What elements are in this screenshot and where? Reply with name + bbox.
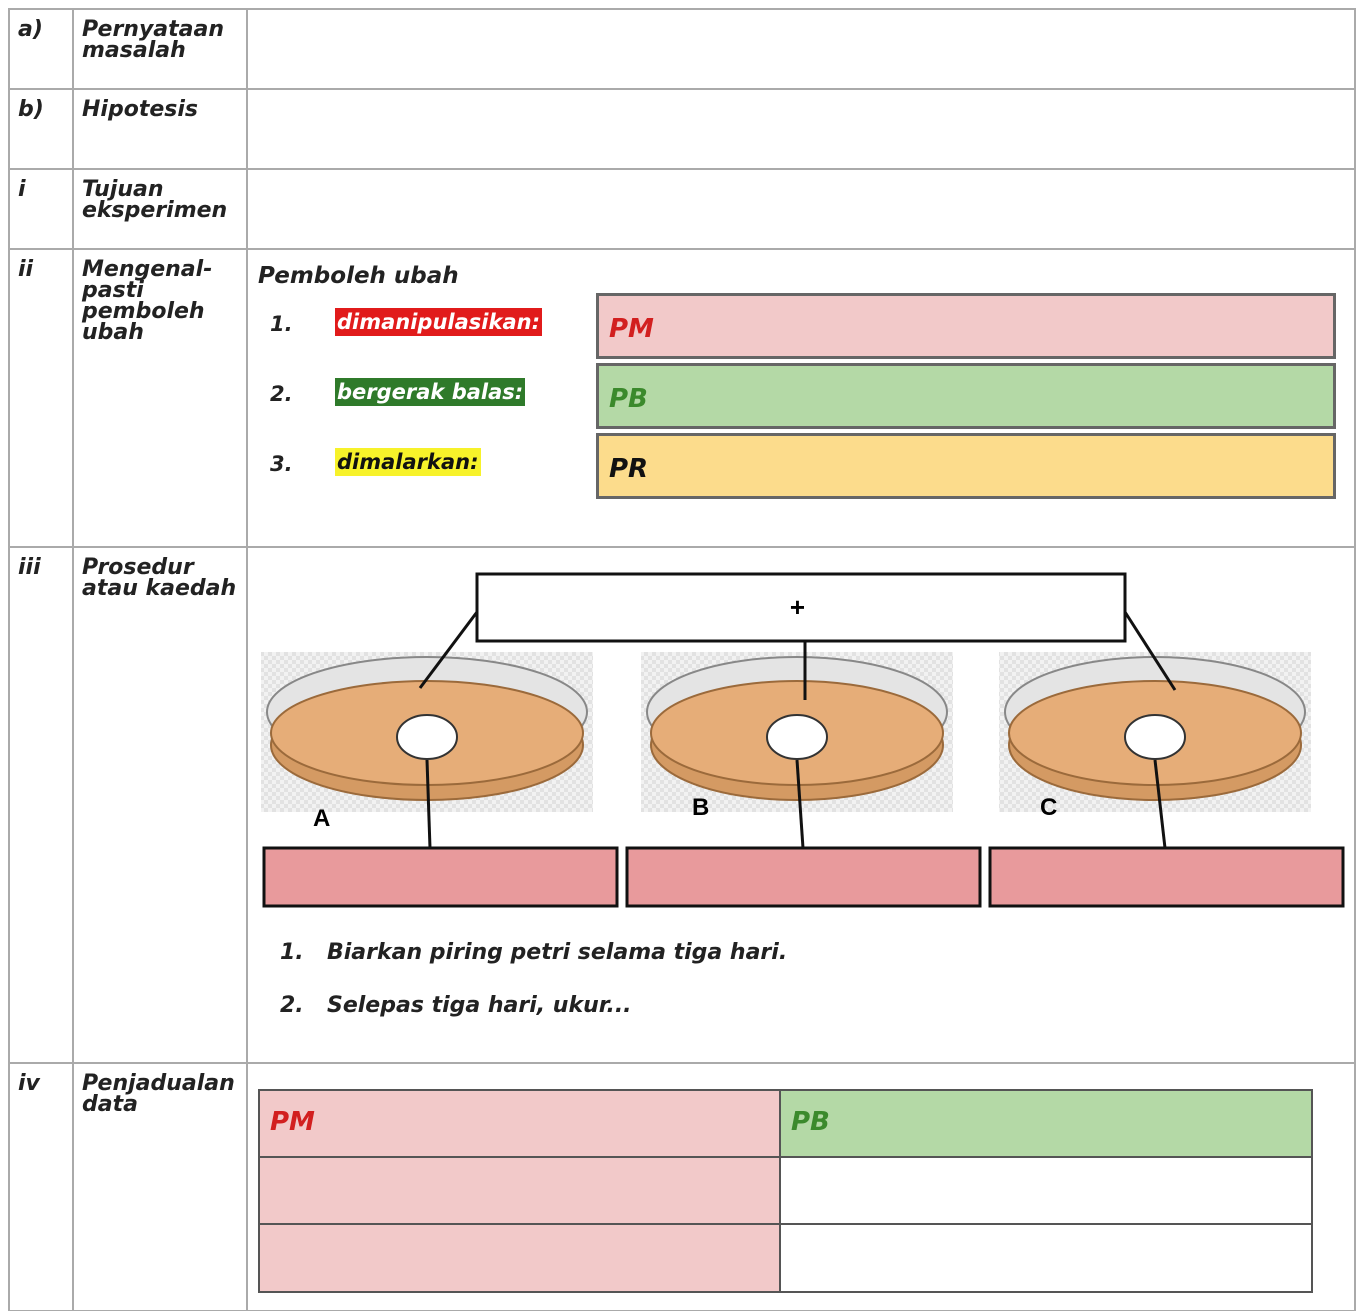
- row-label: Hipotesis: [72, 88, 248, 170]
- item-number: 3.: [270, 452, 293, 476]
- row-content: [246, 8, 1356, 90]
- table-cell: [258, 1223, 781, 1293]
- setup-box: [475, 572, 1127, 643]
- row-content: [246, 168, 1356, 250]
- item-label: bergerak balas:: [335, 378, 526, 406]
- answer-boxes: [262, 846, 1345, 908]
- dish-label: C: [1040, 794, 1057, 821]
- row-number: ii: [8, 248, 74, 548]
- row-number: iii: [8, 546, 74, 1064]
- item-label: dimanipulasikan:: [335, 308, 542, 336]
- table-cell: [258, 1156, 781, 1225]
- item-label: dimalarkan:: [335, 448, 481, 476]
- row-label: Pernyataan masalah: [72, 8, 248, 90]
- paper-disc: [396, 714, 458, 760]
- table-header: PM: [258, 1089, 781, 1158]
- row-label: Prosedur atau kaedah: [72, 546, 248, 1064]
- connector-lines: [418, 611, 1177, 849]
- row: a) Pernyataan masalah: [8, 8, 1356, 90]
- row-content: [246, 88, 1356, 170]
- row: i Tujuan eksperimen: [8, 168, 1356, 250]
- step-text: Biarkan piring petri selama tiga hari.: [327, 940, 788, 965]
- row-number: a): [8, 8, 74, 90]
- setup-label: +: [789, 592, 804, 622]
- step-text: Selepas tiga hari, ukur...: [327, 993, 632, 1018]
- dish-label: B: [692, 794, 709, 821]
- row-label: Penjadualan data: [72, 1062, 248, 1311]
- step-number: 2.: [280, 993, 304, 1018]
- row: b) Hipotesis: [8, 88, 1356, 170]
- row-label: Tujuan eksperimen: [72, 168, 248, 250]
- variables-heading: Pemboleh ubah: [258, 263, 459, 289]
- step-number: 1.: [280, 940, 304, 965]
- item-number: 1.: [270, 312, 293, 336]
- item-number: 2.: [270, 382, 293, 406]
- paper-disc: [766, 714, 828, 760]
- table-cell: [779, 1223, 1313, 1293]
- row-number: iv: [8, 1062, 74, 1311]
- table-header: PB: [779, 1089, 1313, 1158]
- row-number: i: [8, 168, 74, 250]
- variable-box: PB: [596, 363, 1336, 429]
- row-number: b): [8, 88, 74, 170]
- petri-dishes: A B C: [261, 652, 1311, 832]
- dish-label: A: [313, 805, 330, 832]
- variable-box: PM: [596, 293, 1336, 359]
- row-label: Mengenal-pasti pemboleh ubah: [72, 248, 248, 548]
- table-cell: [779, 1156, 1313, 1225]
- paper-disc: [1124, 714, 1186, 760]
- variable-box: PR: [596, 433, 1336, 499]
